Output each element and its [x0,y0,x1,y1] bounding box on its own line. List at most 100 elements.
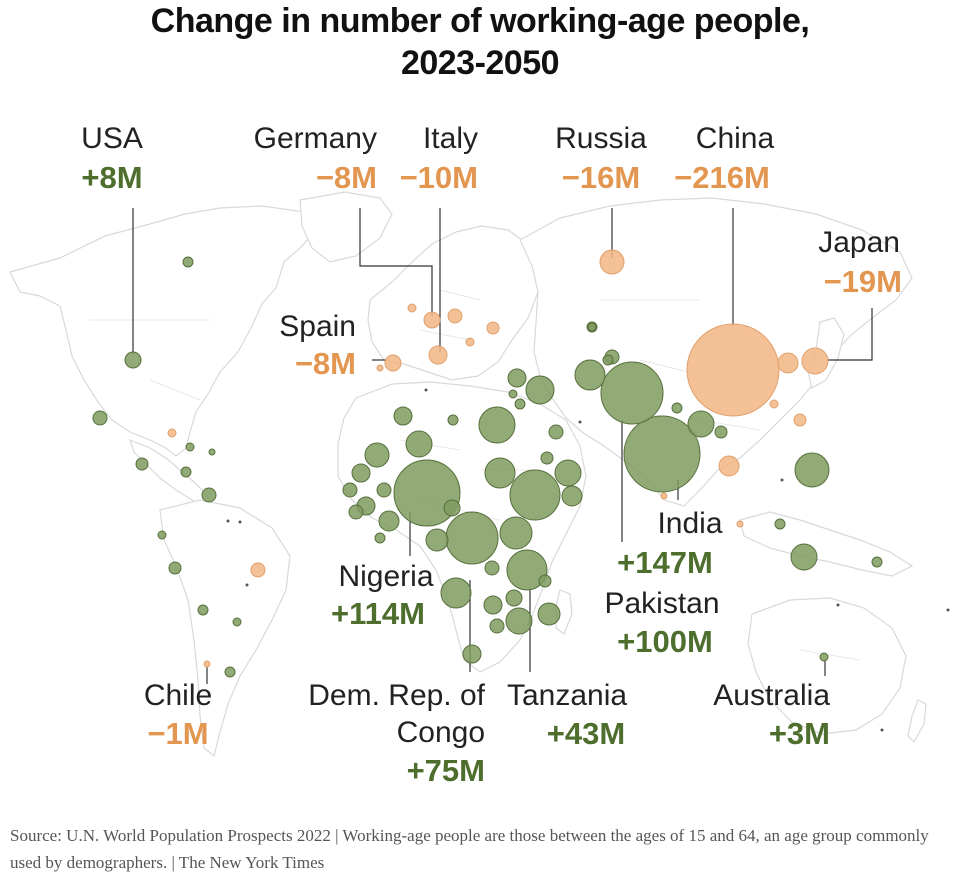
bubble-haiti [185,442,195,452]
bubble-saudi-arabia [507,368,527,388]
bubble-nepal [671,402,683,414]
land-layer [9,191,927,758]
chart-title-line2: 2023-2050 [400,44,560,82]
bubble-dominican-republic [208,448,216,456]
label-italy-name: Italy [423,122,478,155]
bubble-romania [465,337,475,347]
label-india-value: +147M [617,545,713,580]
label-pakistan-name: Pakistan [604,587,719,620]
bubble-italy [428,345,448,365]
bubble-madagascar [537,602,561,626]
dot-1 [226,519,230,523]
bubble-mali [351,463,371,483]
bubble-somalia [561,485,583,507]
label-china-value: −216M [674,160,770,195]
bubble-paraguay [232,617,242,627]
bubble-tajikistan [602,354,614,366]
bubble-ethiopia [509,469,561,521]
bubble-mexico [92,410,108,426]
bubble-south-korea [777,352,799,374]
leader-germany [359,208,433,316]
label-australia-value: +3M [769,716,830,751]
label-pakistan-value: +100M [617,624,713,659]
label-germany-value: −8M [316,160,377,195]
dot-2 [238,520,242,524]
label-australia-name: Australia [713,679,830,712]
bubble-angola [440,577,472,609]
bubble-thailand [718,455,740,477]
source-note: Source: U.N. World Population Prospects … [10,826,929,872]
bubble-argentina [224,666,236,678]
bubble-senegal [342,482,358,498]
bubble-zambia [483,595,503,615]
north-america-landmass [9,205,319,457]
label-china-name: China [696,122,775,155]
bubble-malaysia [774,518,786,530]
bubble-nigeria [393,459,461,527]
increase-bubbles [92,256,883,678]
bubble-chile [203,660,211,668]
bubble-papua-new-guinea [871,556,883,568]
bubble-iraq [525,375,555,405]
bubble-usa [124,351,142,369]
bubble-guatemala [135,457,149,471]
new-zealand-landmass [907,699,927,743]
bubble-peru [168,561,182,575]
bubble-kenya [499,516,533,550]
bubble-guinea [348,504,364,520]
bubble-sri-lanka [660,492,668,500]
decrease-bubbles [167,249,829,668]
label-chile-value: −1M [147,716,208,751]
bubble-hong-kong [793,413,807,427]
bubble-libya [447,414,459,426]
bubble-egypt [478,406,516,444]
dot-5 [880,728,884,732]
bubble-colombia [201,487,217,503]
bubble-afghanistan [574,359,606,391]
label-japan-value: −19M [824,264,902,299]
label-nigeria-name: Nigeria [338,560,433,593]
bubble-syria [514,398,526,410]
bubble-sudan [484,457,516,489]
label-italy-value: −10M [400,160,478,195]
world-bubble-map: USA +8M Germany −8M Italy −10M Russia −1… [9,122,950,788]
dot-9 [424,388,428,392]
label-india-name: India [657,507,722,540]
chart-title-line1: Change in number of working-age people, [150,2,810,40]
bubble-burkina-faso [376,482,392,498]
bubble-vietnam [736,520,744,528]
bubble-niger [364,442,390,468]
dot-3 [245,583,249,587]
bubble-ecuador [157,530,167,540]
bubble-south-africa [462,644,482,664]
label-japan-name: Japan [818,226,900,259]
label-nigeria-value: +114M [331,596,425,631]
greenland-landmass [299,191,393,263]
label-usa-name: USA [81,122,143,155]
bubble-australia [819,652,829,662]
bubble-ukraine [486,321,500,335]
bubble-benin [374,532,386,544]
dot-8 [578,420,582,424]
bubble-india [623,415,701,493]
label-tanzania-value: +43M [547,716,625,751]
small-country-dots [226,388,950,732]
bubble-venezuela [180,466,192,478]
leader-japan [828,308,873,361]
bubble-cuba [167,428,177,438]
bubble-japan [801,347,829,375]
bubble-yemen [548,424,564,440]
bubble-drc [445,511,499,565]
bubble-canada [182,256,194,268]
bubble-malawi [505,589,523,607]
bubble-tanzania [506,549,548,591]
bubble-bangladesh [687,410,715,438]
dot-4 [780,478,784,482]
label-germany-name: Germany [254,122,377,155]
bubble-mozambique [505,607,533,635]
bubble-zimbabwe [489,618,505,634]
bubble-uk [407,303,417,313]
bubble-rwanda [538,574,552,588]
bubble-bolivia [197,604,209,616]
